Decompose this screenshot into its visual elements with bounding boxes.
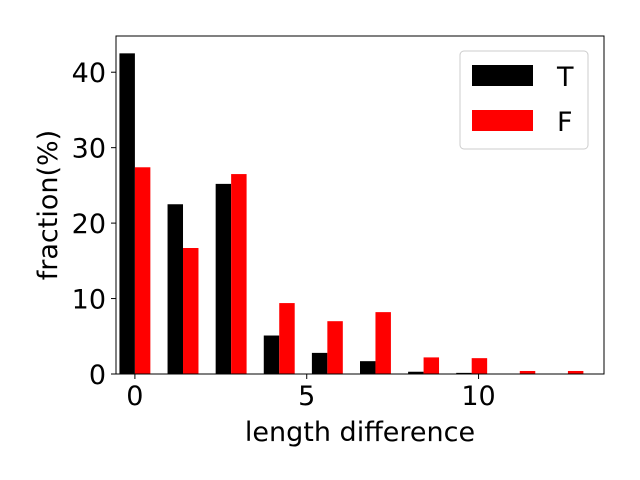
bar-f-3 (279, 303, 295, 374)
bar-f-9 (567, 370, 584, 374)
bar-f-8 (519, 370, 536, 374)
bar-t-3 (263, 335, 280, 374)
legend-swatch-f (472, 110, 533, 131)
y-tick-label: 30 (72, 134, 106, 165)
x-tick-label: 10 (461, 381, 495, 412)
plot-frame (115, 35, 605, 375)
y-axis-ticks: 0 10 20 30 40 (72, 58, 116, 391)
bar-f-7 (471, 358, 488, 374)
x-tick-label: 0 (126, 381, 143, 412)
bar-f-2 (231, 174, 247, 374)
bar-t-1 (167, 204, 184, 374)
bar-t-0 (119, 53, 135, 374)
bar-f-1 (183, 248, 199, 374)
bar-t-5 (360, 361, 376, 374)
x-axis-label: length difference (245, 417, 475, 448)
x-axis-ticks: 0 5 10 (126, 374, 496, 412)
bar-t-2 (215, 183, 232, 375)
bars-layer (119, 53, 584, 375)
legend-label-t: T (556, 62, 574, 93)
y-tick-label: 20 (72, 209, 106, 240)
bar-f-5 (375, 312, 391, 374)
y-tick-label: 40 (72, 58, 106, 89)
bar-t-7 (456, 372, 472, 374)
legend: T F (459, 50, 589, 150)
legend-swatch-t (472, 65, 533, 86)
x-tick-label: 5 (298, 381, 315, 412)
bar-f-6 (423, 357, 440, 374)
y-tick-label: 10 (72, 285, 106, 316)
y-tick-label: 0 (89, 360, 106, 391)
legend-label-f: F (557, 107, 573, 138)
bar-t-6 (408, 371, 424, 374)
bar-t-4 (311, 352, 328, 375)
y-axis-label: fraction(%) (33, 130, 64, 280)
bar-f-0 (134, 167, 151, 374)
bar-f-4 (327, 321, 343, 374)
